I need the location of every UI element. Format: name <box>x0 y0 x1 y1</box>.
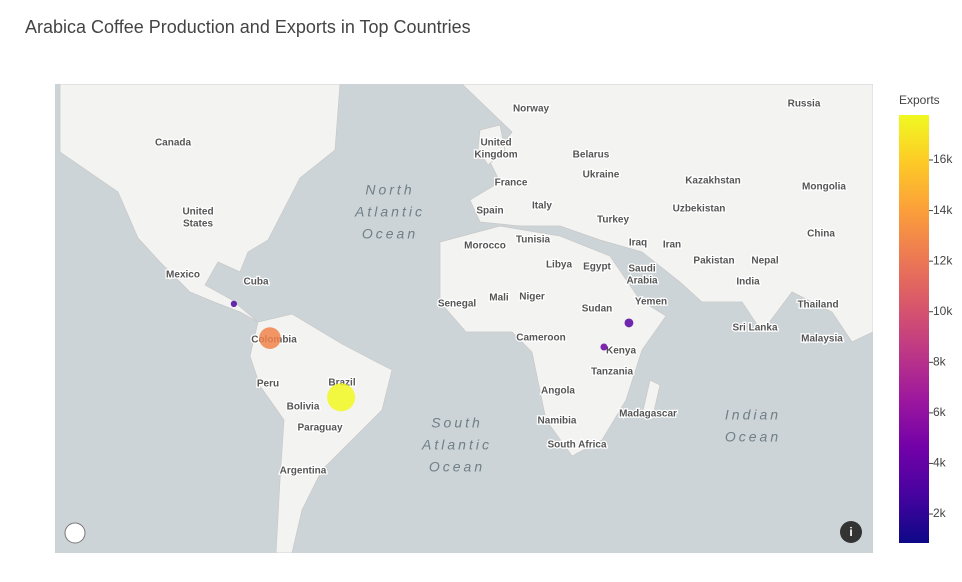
map-point <box>600 343 608 351</box>
map-label: Argentina <box>280 466 327 477</box>
map-label: Mali <box>489 293 509 304</box>
map-label: Yemen <box>635 297 667 308</box>
ocean-label: Ocean <box>362 226 418 242</box>
map-label: Ukraine <box>583 170 620 181</box>
map-label: Iraq <box>629 238 647 249</box>
map-label: Russia <box>788 99 821 110</box>
ocean-label: Atlantic <box>421 437 492 453</box>
map-label: Peru <box>257 379 279 390</box>
map-label: Morocco <box>464 241 506 252</box>
ocean-label: Indian <box>725 407 781 423</box>
map-label: Tunisia <box>516 235 551 246</box>
info-button[interactable] <box>840 521 862 543</box>
map-label: Norway <box>513 104 550 115</box>
ocean-label: Atlantic <box>354 204 425 220</box>
map-label: Paraguay <box>297 423 342 434</box>
colorbar-tick-label: 4k <box>933 456 947 470</box>
map-label: Kingdom <box>474 150 517 161</box>
ocean-label: Ocean <box>429 459 485 475</box>
map-label: China <box>807 229 835 240</box>
map-label: United <box>480 138 511 149</box>
map-label: Nepal <box>751 256 778 267</box>
map-logo <box>64 522 86 544</box>
colorbar-tick-label: 2k <box>933 506 947 520</box>
map-label: Malaysia <box>801 334 843 345</box>
map-label: India <box>736 277 760 288</box>
colorbar-tick-label: 14k <box>933 203 953 217</box>
colorbar-tick-label: 8k <box>933 354 947 368</box>
map-label: Cameroon <box>516 333 565 344</box>
map-label: Niger <box>519 292 545 303</box>
map-label: Tanzania <box>591 367 633 378</box>
map-label: United <box>182 207 213 218</box>
map-label: Senegal <box>438 299 477 310</box>
map-point <box>624 318 634 328</box>
map-label: Libya <box>546 260 573 271</box>
colorbar-tick-label: 16k <box>933 152 953 166</box>
ocean-label: Ocean <box>725 429 781 445</box>
map-label: Saudi <box>628 264 655 275</box>
map-label: Spain <box>476 206 503 217</box>
map-point <box>259 327 281 349</box>
map-label: Turkey <box>597 215 629 226</box>
map-label: Uzbekistan <box>673 204 726 215</box>
map-label: Pakistan <box>693 256 734 267</box>
map-label: South Africa <box>547 440 607 451</box>
land <box>59 84 873 553</box>
colorbar-tick-label: 12k <box>933 253 953 267</box>
colorbar-tick-label: 6k <box>933 405 947 419</box>
map-label: States <box>183 219 213 230</box>
map-label: Canada <box>155 138 192 149</box>
map-label: Sudan <box>582 304 613 315</box>
map-label: Namibia <box>538 416 577 427</box>
colorbar-title: Exports <box>899 93 940 107</box>
colorbar-tick-label: 10k <box>933 304 953 318</box>
map-label: France <box>495 178 528 189</box>
map-label: Belarus <box>573 150 610 161</box>
map-label: Egypt <box>583 262 611 273</box>
colorbar <box>899 115 929 543</box>
map-label: Italy <box>532 201 552 212</box>
ocean-label: North <box>365 182 414 198</box>
chart-title: Arabica Coffee Production and Exports in… <box>25 17 471 37</box>
map-point <box>327 383 356 412</box>
map-label: Mongolia <box>802 182 846 193</box>
map-label: Sri Lanka <box>732 323 777 334</box>
map-label: Thailand <box>797 300 838 311</box>
map-label: Bolivia <box>287 402 320 413</box>
map-label: Cuba <box>244 277 269 288</box>
map-point <box>230 300 238 308</box>
map-label: Mexico <box>166 270 200 281</box>
map-label: Arabia <box>626 276 658 287</box>
map-label: Angola <box>541 386 575 397</box>
map-label: Kazakhstan <box>685 176 741 187</box>
map-label: Madagascar <box>619 409 677 420</box>
info-icon: i <box>849 525 852 539</box>
map-label: Kenya <box>606 346 636 357</box>
map-label: Iran <box>663 240 681 251</box>
ocean-label: South <box>431 415 483 431</box>
